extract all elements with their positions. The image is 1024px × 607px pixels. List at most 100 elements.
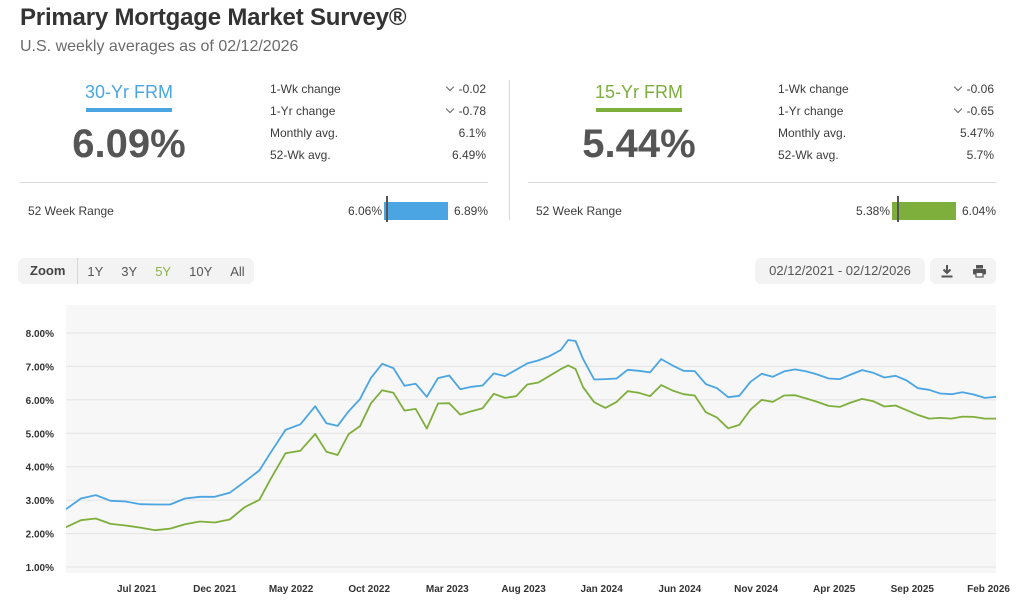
x-axis: Jul 2021 Dec 2021 May 2022 Oct 2022 Mar 2023… — [117, 584, 1010, 595]
range-row-30yr: 52 Week Range 6.06% 6.89% — [28, 196, 488, 222]
stat-label: 1-Yr change — [778, 104, 844, 118]
rate-panel-30yr: 30-Yr FRM 6.09% 1-Wk change -0.02 1-Yr c… — [20, 78, 488, 228]
stat-row: Monthly avg. 6.1% — [270, 126, 486, 148]
stat-label: 1-Wk change — [270, 82, 341, 96]
panel-divider — [509, 80, 510, 220]
x-tick-label: Jun 2024 — [658, 584, 701, 595]
stat-value: 5.47% — [959, 126, 994, 140]
series-line-30-yr-frm — [65, 339, 997, 510]
stat-row: 52-Wk avg. 6.49% — [270, 148, 486, 170]
stat-row: 1-Wk change -0.06 — [778, 82, 994, 104]
range-low: 6.06% — [347, 204, 382, 218]
x-tick-label: Jan 2024 — [581, 584, 624, 595]
zoom-toolbar: Zoom 1Y 3Y 5Y 10Y All — [18, 258, 254, 284]
x-tick-label: Nov 2024 — [734, 584, 778, 595]
range-marker-15yr — [897, 196, 899, 222]
y-tick-label: 3.00% — [26, 496, 54, 507]
range-fill — [384, 202, 448, 220]
range-high: 6.89% — [453, 204, 488, 218]
x-tick-label: Jul 2021 — [117, 584, 157, 595]
print-button[interactable] — [963, 258, 996, 284]
range-marker-30yr — [386, 196, 388, 222]
plot-background — [66, 305, 996, 573]
range-fill — [892, 202, 956, 220]
zoom-all-button[interactable]: All — [230, 263, 245, 279]
x-tick-label: Aug 2023 — [501, 584, 546, 595]
y-tick-label: 2.00% — [26, 530, 54, 541]
stat-row: 1-Wk change -0.02 — [270, 82, 486, 104]
chevron-down-icon — [445, 82, 454, 92]
stats-15yr: 1-Wk change -0.06 1-Yr change -0.65 Mont… — [778, 82, 994, 170]
rate-name-underline-30yr — [86, 108, 172, 112]
stat-value: 5.7% — [966, 148, 994, 162]
stat-value: 6.1% — [458, 126, 486, 140]
page-title: Primary Mortgage Market Survey® — [20, 4, 407, 31]
divider — [20, 182, 488, 183]
date-range-input[interactable]: 02/12/2021 - 02/12/2026 — [755, 258, 925, 284]
chevron-down-icon — [445, 104, 454, 114]
zoom-1y-button[interactable]: 1Y — [87, 263, 104, 279]
stat-label: Monthly avg. — [270, 126, 339, 140]
rate-line-chart: 1.00% 2.00% 3.00% 4.00% 5.00% 6.00% 7.00% 8.00%… — [26, 305, 1010, 595]
zoom-3y-button[interactable]: 3Y — [121, 263, 138, 279]
stat-label: 1-Yr change — [270, 104, 336, 118]
x-tick-label: Oct 2022 — [348, 584, 390, 595]
range-bar-15yr — [892, 196, 956, 222]
rate-name-30yr[interactable]: 30-Yr FRM — [84, 82, 173, 102]
range-label: 52 Week Range — [536, 204, 622, 218]
zoom-label: Zoom — [18, 258, 79, 284]
download-icon — [941, 265, 952, 278]
download-button[interactable] — [930, 258, 963, 284]
range-high: 6.04% — [961, 204, 996, 218]
y-tick-label: 1.00% — [26, 563, 54, 574]
x-tick-label: Mar 2023 — [426, 584, 469, 595]
y-tick-label: 6.00% — [26, 396, 54, 407]
stat-value-text: -0.65 — [966, 104, 994, 118]
stat-row: 1-Yr change -0.65 — [778, 104, 994, 126]
y-tick-label: 4.00% — [26, 463, 54, 474]
stat-value: -0.02 — [445, 82, 486, 96]
stat-label: Monthly avg. — [778, 126, 847, 140]
stat-value: -0.06 — [953, 82, 994, 96]
grid-layer — [66, 332, 996, 568]
chevron-down-icon — [953, 104, 962, 114]
stat-row: Monthly avg. 5.47% — [778, 126, 994, 148]
series-line-15-yr-frm — [65, 364, 996, 532]
rate-name-underline-15yr — [596, 108, 682, 112]
stat-value: -0.78 — [445, 104, 486, 118]
stats-30yr: 1-Wk change -0.02 1-Yr change -0.78 Mont… — [270, 82, 486, 170]
stat-label: 52-Wk avg. — [778, 148, 839, 162]
x-tick-label: Dec 2021 — [193, 584, 237, 595]
stat-label: 52-Wk avg. — [270, 148, 331, 162]
page-subtitle: U.S. weekly averages as of 02/12/2026 — [20, 38, 299, 55]
stat-row: 52-Wk avg. 5.7% — [778, 148, 994, 170]
range-low: 5.38% — [855, 204, 890, 218]
divider — [528, 182, 996, 183]
stat-value-text: -0.02 — [458, 82, 486, 96]
stat-value: -0.65 — [953, 104, 994, 118]
y-tick-label: 5.00% — [26, 429, 54, 440]
stat-row: 1-Yr change -0.78 — [270, 104, 486, 126]
x-tick-label: Sep 2025 — [891, 584, 935, 595]
chart-tools — [930, 258, 996, 284]
chart-area: 1.00% 2.00% 3.00% 4.00% 5.00% 6.00% 7.00% 8.00%… — [0, 300, 1024, 607]
print-icon — [973, 265, 986, 278]
zoom-10y-button[interactable]: 10Y — [189, 263, 213, 279]
stat-value-text: -0.78 — [458, 104, 486, 118]
stat-label: 1-Wk change — [778, 82, 849, 96]
zoom-5y-button[interactable]: 5Y — [155, 263, 172, 279]
x-tick-label: Apr 2025 — [813, 584, 856, 595]
y-tick-label: 7.00% — [26, 362, 54, 373]
x-tick-label: Feb 2026 — [967, 584, 1010, 595]
rate-panel-15yr: 15-Yr FRM 5.44% 1-Wk change -0.06 1-Yr c… — [528, 78, 996, 228]
y-tick-label: 8.00% — [26, 329, 54, 340]
stat-value: 6.49% — [451, 148, 486, 162]
range-row-15yr: 52 Week Range 5.38% 6.04% — [536, 196, 996, 222]
stat-value-text: -0.06 — [966, 82, 994, 96]
x-tick-label: May 2022 — [269, 584, 314, 595]
range-bar-30yr — [384, 196, 448, 222]
y-axis: 1.00% 2.00% 3.00% 4.00% 5.00% 6.00% 7.00% 8.00% — [26, 329, 54, 574]
rate-value-30yr: 6.09% — [72, 122, 186, 166]
chevron-down-icon — [953, 82, 962, 92]
rate-name-15yr[interactable]: 15-Yr FRM — [594, 82, 683, 102]
